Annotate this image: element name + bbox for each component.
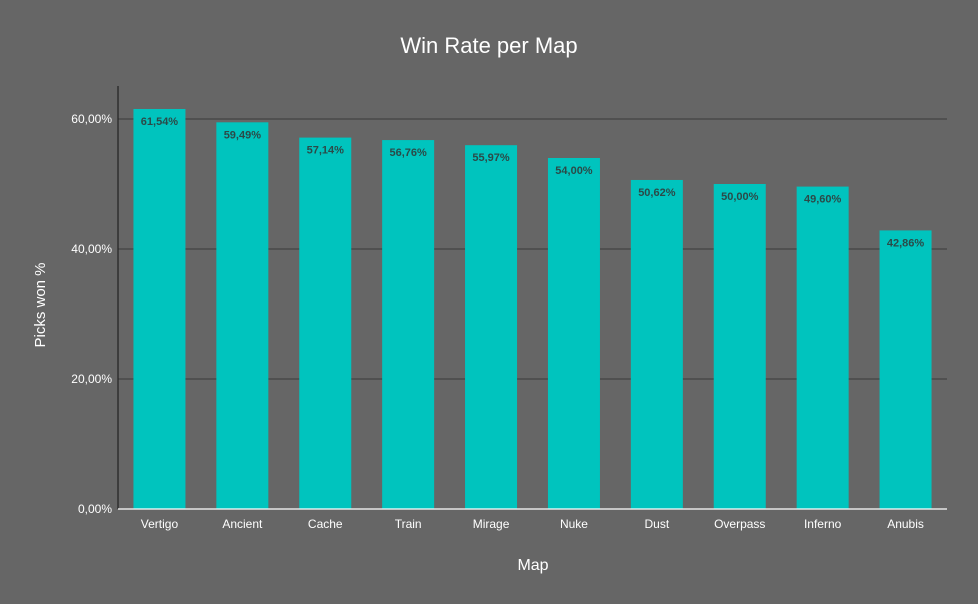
bar-vertigo [133, 108, 186, 510]
x-tick-label: Anubis [887, 517, 924, 531]
x-tick-label: Vertigo [141, 517, 179, 531]
data-label: 42,86% [887, 237, 925, 249]
x-tick-label: Train [395, 517, 422, 531]
bar-nuke [547, 158, 600, 509]
x-tick-label: Cache [308, 517, 343, 531]
data-label: 49,60% [804, 194, 842, 206]
x-tick-label: Inferno [804, 517, 842, 531]
bar-cache [299, 137, 352, 509]
data-label: 50,62% [638, 187, 676, 199]
labels: 0,00% 20,00% 40,00% 60,00% 61,54% Vertigo 59,4… [71, 112, 924, 531]
bars [133, 108, 932, 510]
data-label: 55,97% [472, 152, 510, 164]
bar-anubis [879, 230, 932, 509]
bar-train [382, 140, 435, 509]
data-label: 50,00% [721, 191, 759, 203]
data-label: 56,76% [389, 147, 427, 159]
x-tick-label: Nuke [560, 517, 588, 531]
axes [117, 86, 947, 510]
bar-overpass [713, 184, 766, 509]
data-label: 59,49% [224, 129, 262, 141]
data-label: 61,54% [141, 116, 179, 128]
y-tick-label: 0,00% [78, 502, 112, 516]
y-tick-label: 20,00% [71, 372, 112, 386]
bar-inferno [796, 186, 849, 509]
x-axis-title: Map [517, 557, 548, 574]
chart-title: Win Rate per Map [400, 33, 577, 58]
y-axis-title: Picks won % [32, 262, 49, 347]
x-tick-label: Mirage [473, 517, 510, 531]
data-label: 57,14% [307, 145, 345, 157]
bar-ancient [216, 122, 269, 509]
bar-mirage [465, 145, 518, 509]
x-tick-label: Dust [645, 517, 670, 531]
bar-dust [630, 179, 683, 509]
x-tick-label: Ancient [222, 517, 263, 531]
y-tick-label: 40,00% [71, 242, 112, 256]
x-tick-label: Overpass [714, 517, 765, 531]
data-label: 54,00% [555, 165, 593, 177]
y-tick-label: 60,00% [71, 112, 112, 126]
